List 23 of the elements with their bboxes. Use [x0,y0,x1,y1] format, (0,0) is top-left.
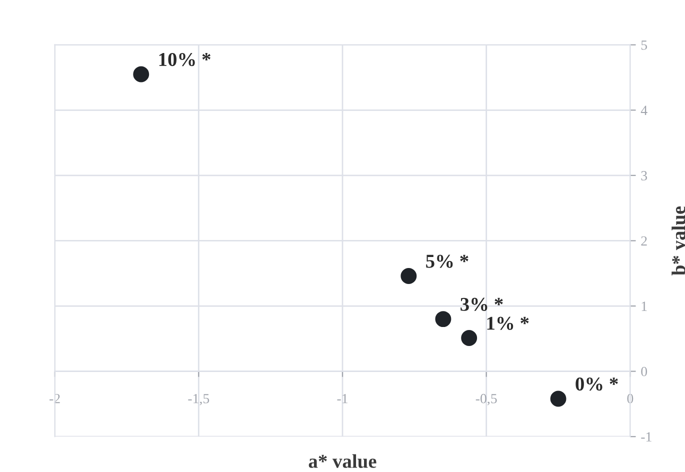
x-tick-label: -0,5 [476,394,497,406]
annotation: 3% * [460,298,503,311]
annotation: 0% * [576,377,618,391]
annotation: 10% * [159,52,210,66]
x-tick-label: -1 [337,394,348,404]
y-tick-label: 4 [640,106,648,115]
point [133,66,150,82]
point [435,311,452,328]
y-tick-label: 1 [642,302,647,311]
y-tick-label: -1 [641,432,652,442]
point [400,268,417,284]
y-tick-label: 0 [641,366,648,376]
x-tick-label: 0 [627,394,634,404]
y-tick-label: 5 [641,40,648,50]
x-tick-label: -1,5 [188,394,210,406]
x-axis-title: a* value [308,454,376,468]
y-tick-label: 2 [641,236,647,246]
point [461,330,478,346]
y-tick-label: 3 [641,171,648,180]
point [550,390,566,407]
y-axis-title: b* value [672,206,685,276]
annotation: 5% * [426,254,468,268]
annotation: 1% * [487,316,529,330]
